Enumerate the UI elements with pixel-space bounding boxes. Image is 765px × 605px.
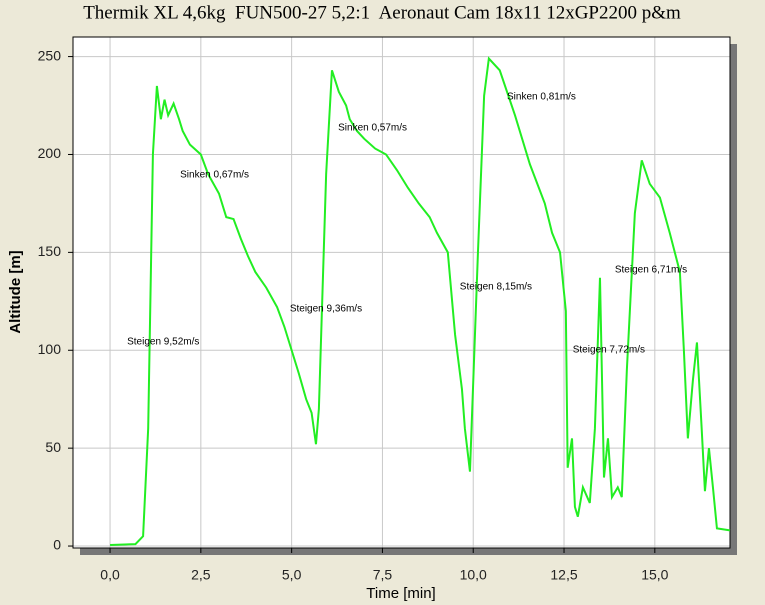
- y-tick-label: 150: [38, 243, 62, 259]
- annotation: Sinken 0,57m/s: [338, 122, 407, 133]
- annotation: Steigen 8,15m/s: [460, 281, 532, 292]
- x-tick-label: 2,5: [191, 567, 211, 583]
- y-tick-label: 250: [38, 47, 62, 63]
- plot-area: [72, 36, 731, 549]
- y-tick-label: 0: [53, 537, 61, 553]
- annotation: Sinken 0,81m/s: [507, 91, 576, 102]
- y-tick-label: 100: [38, 341, 62, 357]
- y-axis-label: Altitude [m]: [7, 250, 24, 333]
- y-tick-label: 200: [38, 145, 62, 161]
- y-tick-label: 50: [45, 439, 61, 455]
- x-tick-label: 15,0: [641, 567, 668, 583]
- chart-title: Thermik XL 4,6kg FUN500-27 5,2:1 Aeronau…: [83, 2, 681, 23]
- data-line: [110, 56, 731, 547]
- plot-frame: [72, 36, 731, 549]
- annotation: Sinken 0,67m/s: [180, 169, 249, 180]
- x-tick-label: 7,5: [373, 567, 393, 583]
- annotation: Steigen 6,71m/s: [615, 264, 687, 275]
- x-tick-label: 5,0: [282, 567, 302, 583]
- annotation: Steigen 7,72m/s: [573, 345, 645, 356]
- x-tick-label: 0,0: [100, 567, 120, 583]
- x-tick-label: 10,0: [460, 567, 487, 583]
- x-axis-label: Time [min]: [366, 585, 435, 602]
- annotation: Steigen 9,52m/s: [127, 336, 199, 347]
- x-tick-label: 12,5: [550, 567, 577, 583]
- annotation: Steigen 9,36m/s: [290, 303, 362, 314]
